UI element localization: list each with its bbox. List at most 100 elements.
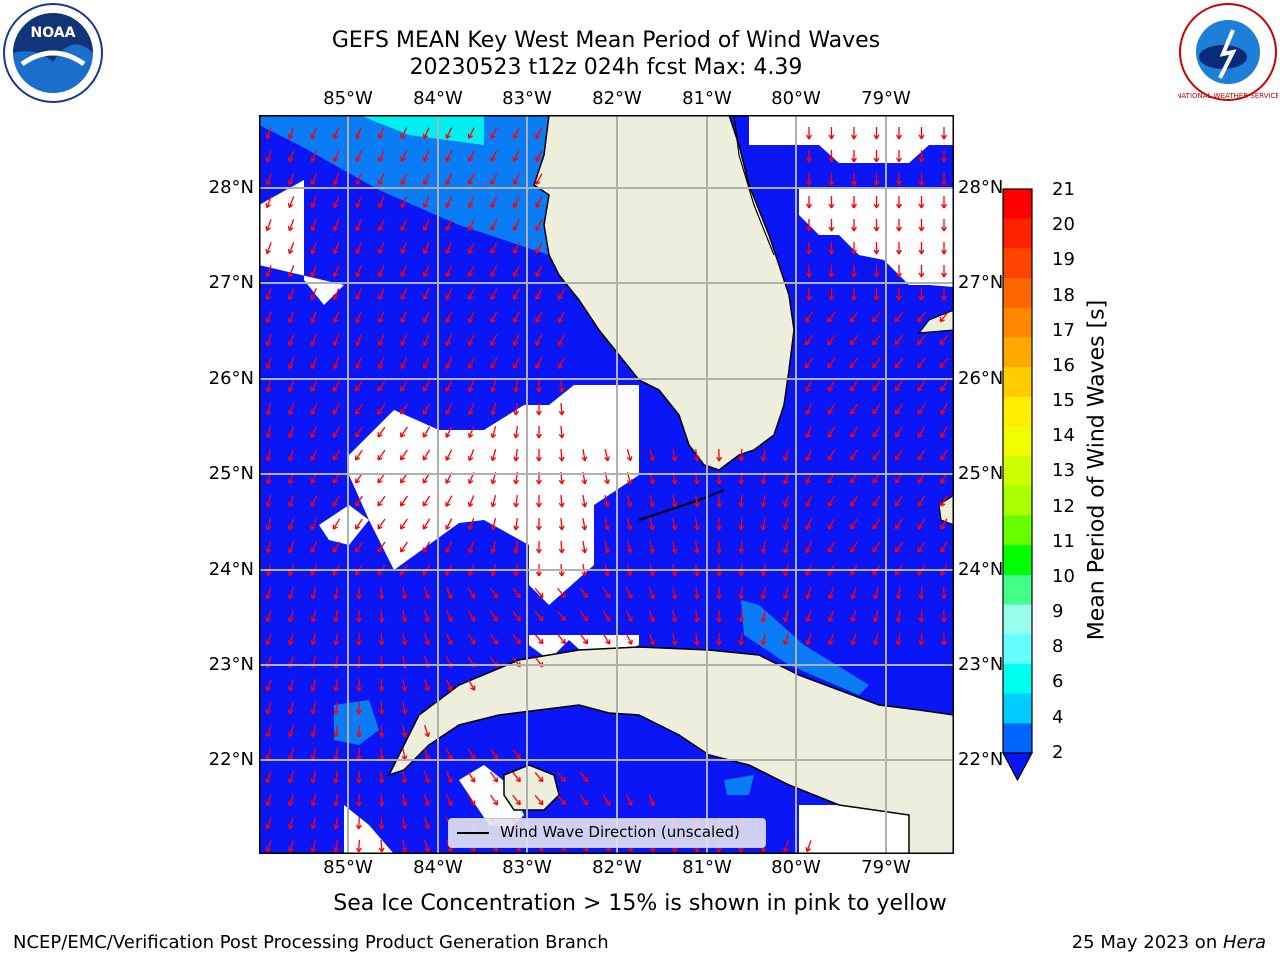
wind-wave-arrow xyxy=(671,540,678,554)
national-weather-service-logo: NATIONAL WEATHER SERVICE xyxy=(1178,3,1278,101)
wind-wave-arrow xyxy=(467,794,476,806)
colorbar-tick: 16 xyxy=(1052,355,1075,376)
wind-wave-arrow xyxy=(827,380,835,392)
wind-wave-arrow xyxy=(332,357,340,370)
wind-wave-arrow xyxy=(310,840,317,853)
wind-wave-arrow xyxy=(512,587,521,599)
wind-wave-arrow xyxy=(738,632,745,646)
wind-wave-arrow xyxy=(872,334,881,346)
wind-wave-arrow xyxy=(604,518,610,531)
wind-wave-arrow xyxy=(378,678,385,692)
wind-wave-arrow xyxy=(310,771,317,784)
wind-wave-arrow xyxy=(265,610,272,623)
wind-wave-arrow xyxy=(401,609,408,623)
wind-wave-arrow xyxy=(513,494,520,508)
wind-wave-arrow xyxy=(422,242,430,254)
wind-wave-arrow xyxy=(828,242,835,255)
wind-wave-arrow xyxy=(423,610,431,623)
wind-wave-arrow xyxy=(287,610,294,623)
wind-wave-arrow xyxy=(490,173,498,185)
wind-wave-arrow xyxy=(399,541,408,553)
colorbar-segment xyxy=(1003,663,1032,695)
wind-wave-arrow xyxy=(467,288,475,300)
wind-wave-arrow xyxy=(287,403,295,416)
wind-wave-arrow xyxy=(287,587,294,600)
wind-wave-arrow xyxy=(827,633,835,646)
wind-wave-arrow xyxy=(579,610,589,622)
wind-wave-arrow xyxy=(310,357,317,370)
wind-wave-arrow xyxy=(649,495,655,508)
sea-ice-note: Sea Ice Concentration > 15% is shown in … xyxy=(333,891,947,916)
colorbar-tick: 4 xyxy=(1052,707,1064,728)
wind-wave-arrow xyxy=(490,449,497,462)
wind-wave-arrow xyxy=(265,702,272,715)
wind-wave-arrow xyxy=(828,173,835,186)
wind-wave-arrow xyxy=(535,517,542,531)
wind-wave-arrow xyxy=(557,633,566,645)
wind-wave-arrow xyxy=(333,678,340,692)
wind-wave-arrow xyxy=(265,449,272,462)
wind-wave-arrow xyxy=(332,426,341,438)
colorbar-segment xyxy=(1003,515,1032,546)
wind-wave-arrow xyxy=(287,426,295,439)
legend-label: Wind Wave Direction (unscaled) xyxy=(500,823,740,841)
wind-wave-arrow xyxy=(851,150,857,163)
wind-wave-arrow xyxy=(873,610,879,623)
wind-wave-arrow xyxy=(782,587,789,600)
lon-label-bottom: 85°W xyxy=(323,857,373,878)
wind-wave-arrow xyxy=(872,518,881,530)
lon-label-bottom: 82°W xyxy=(592,857,642,878)
wind-wave-arrow xyxy=(917,380,926,392)
map-legend: Wind Wave Direction (unscaled) xyxy=(448,818,766,848)
colorbar-segment xyxy=(1003,723,1032,754)
wind-wave-arrow xyxy=(355,839,362,853)
wind-wave-arrow xyxy=(490,288,498,300)
wind-wave-arrow xyxy=(850,449,858,461)
lon-label-bottom: 80°W xyxy=(771,857,821,878)
colorbar-tick: 9 xyxy=(1052,601,1064,622)
wind-wave-arrow xyxy=(445,311,453,323)
lon-label-top: 80°W xyxy=(771,88,821,109)
wind-wave-arrow xyxy=(557,771,566,783)
wind-wave-arrow xyxy=(400,242,408,255)
colorbar-extend-arrow xyxy=(1001,752,1034,782)
lon-label-top: 85°W xyxy=(323,88,373,109)
wind-wave-arrow xyxy=(602,587,611,599)
wind-wave-arrow xyxy=(355,288,362,301)
colorbar-segment xyxy=(1003,278,1032,309)
wind-wave-arrow xyxy=(400,196,408,209)
cuba-landmass xyxy=(387,646,954,854)
wind-wave-arrow xyxy=(535,288,543,300)
wind-wave-arrow xyxy=(422,357,430,369)
colorbar xyxy=(1001,188,1034,782)
wind-wave-arrow xyxy=(265,196,272,209)
wind-wave-arrow xyxy=(940,449,948,461)
wind-wave-arrow xyxy=(894,311,904,323)
wind-wave-arrow xyxy=(827,449,835,461)
wind-wave-arrow xyxy=(648,587,656,600)
wind-wave-arrow xyxy=(805,403,813,416)
wind-wave-arrow xyxy=(489,633,499,645)
wind-wave-arrow xyxy=(896,196,902,209)
wind-wave-arrow xyxy=(828,265,835,278)
wind-wave-arrow xyxy=(534,633,544,645)
colorbar-segment xyxy=(1003,337,1032,368)
wind-wave-arrow xyxy=(512,633,521,645)
wind-wave-arrow xyxy=(377,449,386,461)
wind-wave-arrow xyxy=(918,150,925,163)
wind-wave-arrow xyxy=(401,678,408,692)
wind-wave-arrow xyxy=(716,448,723,462)
wind-wave-arrow xyxy=(265,541,272,554)
wind-wave-arrow xyxy=(490,242,498,254)
wind-wave-arrow xyxy=(940,426,948,438)
wind-wave-arrow xyxy=(760,494,767,508)
wind-wave-arrow xyxy=(805,518,813,531)
wind-wave-arrow xyxy=(895,586,902,600)
wind-wave-arrow xyxy=(265,242,272,255)
wind-wave-arrow xyxy=(602,633,611,645)
wind-wave-arrow xyxy=(423,771,431,784)
wind-wave-arrow xyxy=(400,127,408,140)
wind-wave-arrow xyxy=(490,150,498,162)
wind-wave-arrow xyxy=(671,587,678,600)
wind-wave-arrow xyxy=(894,495,903,507)
